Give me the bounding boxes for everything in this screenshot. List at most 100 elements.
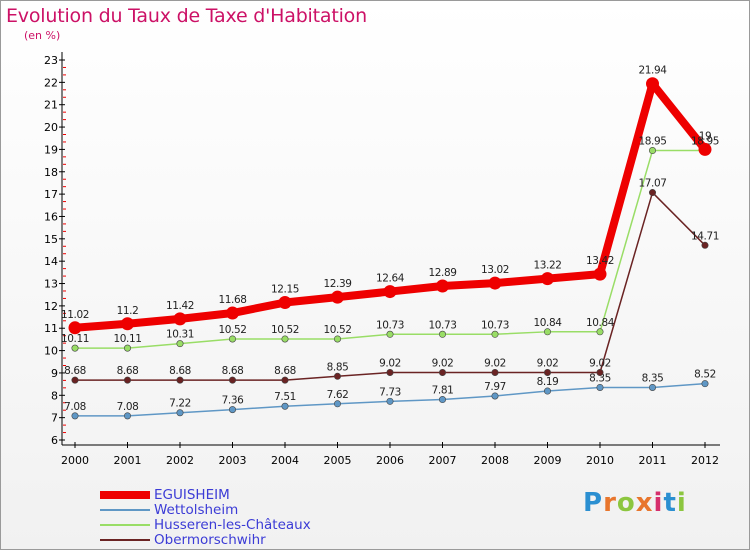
logo-letter: t xyxy=(663,488,677,518)
legend-label: Obermorschwihr xyxy=(154,532,266,548)
data-point xyxy=(488,276,502,290)
x-tick-label: 2003 xyxy=(219,454,247,467)
data-label: 7.08 xyxy=(64,401,86,413)
y-tick-label: 11 xyxy=(44,322,58,335)
data-point xyxy=(648,383,656,391)
data-label: 7.36 xyxy=(222,395,244,407)
logo-letter: i xyxy=(676,488,687,518)
y-tick-label: 10 xyxy=(44,345,58,358)
y-tick-label: 12 xyxy=(44,300,58,313)
y-tick-label: 7 xyxy=(51,412,58,425)
data-point xyxy=(646,77,659,91)
data-label: 12.15 xyxy=(271,284,299,296)
data-point xyxy=(543,368,551,376)
data-label: 17.07 xyxy=(638,178,666,190)
data-label: 8.68 xyxy=(117,365,139,377)
legend-swatch xyxy=(100,491,150,499)
data-label: 8.52 xyxy=(694,369,716,381)
y-tick-label: 16 xyxy=(44,210,58,223)
y-tick-label: 21 xyxy=(44,99,58,112)
data-label: 8.85 xyxy=(327,361,349,373)
data-point xyxy=(438,330,446,338)
data-label: 8.35 xyxy=(642,372,664,384)
legend-label: Husseren-les-Châteaux xyxy=(154,517,311,533)
y-tick-label: 14 xyxy=(44,255,58,268)
data-label: 10.73 xyxy=(376,319,404,331)
y-tick-label: 6 xyxy=(51,434,58,447)
x-tick-label: 2001 xyxy=(114,454,142,467)
data-label: 11.68 xyxy=(218,294,246,306)
data-point xyxy=(71,376,79,384)
data-label: 7.08 xyxy=(117,401,139,413)
data-label: 10.73 xyxy=(481,319,509,331)
y-tick-label: 17 xyxy=(44,188,58,201)
data-point xyxy=(386,330,394,338)
data-label: 8.19 xyxy=(537,376,559,388)
data-label: 10.52 xyxy=(271,324,299,336)
data-label: 18.95 xyxy=(691,136,719,148)
data-label: 10.11 xyxy=(113,333,141,345)
x-tick-label: 2005 xyxy=(324,454,352,467)
logo-letter: P xyxy=(583,488,604,518)
data-point xyxy=(333,372,341,380)
data-point xyxy=(596,328,604,336)
data-label: 9.02 xyxy=(379,357,401,369)
data-label: 10.52 xyxy=(218,324,246,336)
x-tick-label: 2010 xyxy=(586,454,614,467)
data-label: 10.73 xyxy=(428,319,456,331)
data-label: 10.52 xyxy=(323,324,351,336)
data-label: 14.71 xyxy=(691,230,719,242)
logo-letter: o xyxy=(616,488,636,518)
x-tick-label: 2004 xyxy=(271,454,299,467)
data-label: 7.51 xyxy=(274,391,296,403)
x-tick-label: 2002 xyxy=(166,454,194,467)
legend-label: Wettolsheim xyxy=(154,502,239,518)
data-point xyxy=(278,296,292,310)
x-tick-label: 2008 xyxy=(481,454,509,467)
data-point xyxy=(436,279,449,293)
data-point xyxy=(438,368,446,376)
y-tick-label: 8 xyxy=(51,389,58,402)
data-label: 12.89 xyxy=(428,267,456,279)
x-tick-label: 2009 xyxy=(534,454,562,467)
data-point xyxy=(383,285,397,299)
data-label: 13.42 xyxy=(586,255,614,267)
legend-swatch xyxy=(100,539,150,541)
logo-letter: x xyxy=(635,488,654,518)
y-tick-label: 15 xyxy=(44,233,58,246)
data-label: 11.42 xyxy=(166,300,194,312)
logo-letter: r xyxy=(603,488,617,518)
x-tick-label: 2000 xyxy=(61,454,89,467)
data-label: 9.02 xyxy=(484,357,506,369)
data-point xyxy=(229,335,237,343)
data-point xyxy=(648,189,656,197)
data-label: 8.35 xyxy=(589,372,611,384)
data-point xyxy=(124,344,132,352)
chart-subtitle: (en %) xyxy=(24,29,61,42)
data-point xyxy=(593,267,607,281)
data-point xyxy=(176,376,184,384)
y-tick-label: 20 xyxy=(44,121,58,134)
legend-label: EGUISHEIM xyxy=(154,487,230,503)
data-point xyxy=(386,397,394,405)
data-point xyxy=(543,387,551,395)
chart-title: Evolution du Taux de Taxe d'Habitation xyxy=(6,5,367,27)
data-label: 11.2 xyxy=(117,305,139,317)
data-point xyxy=(331,290,344,304)
y-tick-label: 18 xyxy=(44,166,58,179)
data-label: 18.95 xyxy=(638,136,666,148)
data-point xyxy=(71,412,79,420)
data-point xyxy=(491,392,499,400)
logo-letter: i xyxy=(653,488,664,518)
data-point xyxy=(701,241,709,249)
legend-swatch xyxy=(100,509,150,511)
y-tick-label: 19 xyxy=(44,143,58,156)
data-point xyxy=(226,306,239,320)
data-point xyxy=(124,412,132,420)
data-point xyxy=(71,344,79,352)
data-point xyxy=(173,312,187,326)
data-point xyxy=(438,396,446,404)
data-label: 9.02 xyxy=(537,357,559,369)
data-label: 7.62 xyxy=(327,389,349,401)
data-point xyxy=(648,147,656,155)
